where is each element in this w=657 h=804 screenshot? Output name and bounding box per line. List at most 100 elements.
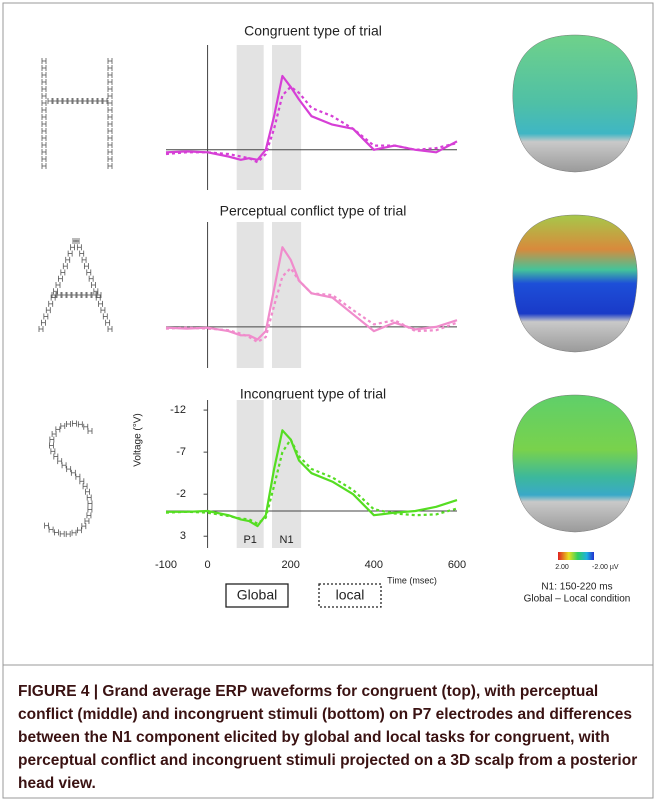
y-tick-label: -12 [170,404,186,416]
letter-glyph [61,461,67,469]
letter-glyph [66,465,72,473]
letter-glyph [41,99,47,107]
x-tick-label: -100 [155,559,177,571]
chart-title: Incongruent type of trial [240,386,386,402]
letter-glyph [65,256,71,264]
letter-glyph [41,85,47,93]
time-window [272,222,302,368]
letter-glyph [107,325,113,333]
letter-glyph [87,97,93,105]
time-window [272,400,302,548]
letter-glyph [77,97,83,105]
letter-glyph [41,64,47,72]
letter-glyph [41,92,47,100]
scalp-note: Global – Local condition [524,594,631,605]
letter-glyph [107,99,113,107]
letter-glyph [87,500,93,507]
letter-glyph [107,92,113,100]
letter-glyph [47,97,53,105]
letter-glyph [48,300,54,308]
letter-glyph [71,291,77,299]
letter-glyph [87,427,93,435]
x-axis-label: Time (msec) [387,575,437,585]
head-scalp [512,34,638,533]
legend-label: local [336,587,365,603]
letter-glyph [61,291,67,299]
letter-glyph [86,511,92,519]
letter-glyph [92,97,98,105]
series-line [165,74,458,161]
time-window [236,45,264,190]
letter-glyph [85,488,90,496]
letter-glyph [71,529,77,537]
letter-glyph [41,319,46,327]
x-tick-label: 600 [448,559,466,571]
time-window [236,222,264,368]
letter-glyph [57,97,63,105]
letter-glyph [82,97,88,105]
letter-glyph [41,155,47,163]
letter-glyph [87,506,93,513]
caption: FIGURE 4 | Grand average ERP waveforms f… [18,683,638,792]
x-tick-label: 400 [365,559,383,571]
letter-glyph [53,453,59,460]
x-tick-label: 200 [282,559,300,571]
letter-glyph [84,262,89,270]
letter-glyph [107,162,113,170]
y-axis-label: Voltage (°V) [133,413,144,466]
letter-glyph [81,291,87,299]
chart-title: Perceptual conflict type of trial [220,203,407,219]
scalp-note: N1: 150-220 ms [541,582,612,593]
letter-glyph [41,120,47,128]
letter-glyph [41,71,47,79]
letter-glyph [48,526,54,534]
letter-glyph [102,313,108,320]
colorbar [558,552,594,560]
letter-glyph [91,281,96,289]
legend-label: Global [237,587,277,603]
letter-glyph [86,494,92,501]
legend-box [318,583,382,608]
letter-glyph [107,141,113,149]
letter-glyph [65,530,71,538]
series-line [165,246,458,341]
letter-glyph [41,106,47,114]
letter-glyph [41,148,47,156]
letter-glyph [62,262,68,270]
colorbar-label: 2.00 [555,564,569,571]
letter-glyph [41,78,47,86]
letter-glyph [59,530,65,538]
letter-glyph [72,420,77,427]
colorbar-label: -2.00 µV [592,564,619,571]
letter-glyph [107,113,113,121]
time-window [272,45,302,190]
letter-glyph [81,256,87,264]
chart-title: Congruent type of trial [244,23,382,39]
letter-glyph [67,97,73,105]
letter-glyph [83,423,89,431]
letter-glyph [107,64,113,72]
letter-glyph [41,162,47,170]
letter-glyph [107,134,113,142]
y-tick-label: -2 [176,488,186,500]
x-tick-label: 0 [205,559,211,571]
letter-glyph [107,155,113,163]
letter-glyph [66,291,72,299]
letter-glyph [79,250,85,257]
letter-glyph [107,78,113,86]
letter-glyph [45,306,51,314]
letter-glyph [76,526,82,534]
letter-glyph [67,250,73,257]
letter-glyph [107,71,113,79]
y-tick-label: 3 [180,530,186,542]
letter-glyph [57,457,63,465]
letter-glyph [86,291,92,299]
letter-glyph [41,113,47,121]
letter-glyph [107,127,113,135]
letter-glyph [107,120,113,128]
letter-glyph [77,420,83,428]
letter-glyph [107,148,113,156]
